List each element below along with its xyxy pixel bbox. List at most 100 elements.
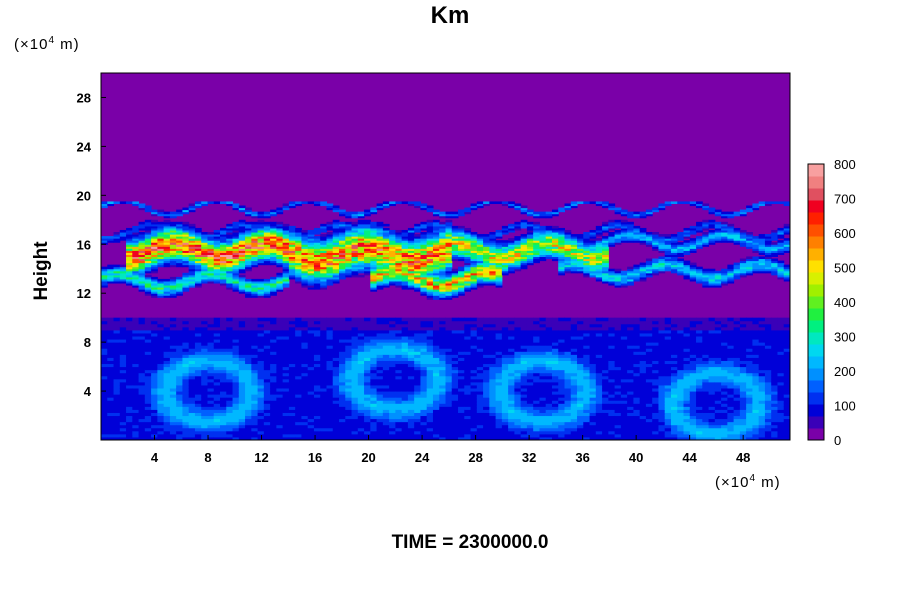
heatmap-cell <box>138 397 146 401</box>
heatmap-cell <box>144 223 152 227</box>
heatmap-cell <box>276 320 284 325</box>
heatmap-cell <box>733 406 741 410</box>
heatmap-cell <box>401 433 409 438</box>
heatmap-cell <box>201 375 208 380</box>
heatmap-cell <box>357 436 365 441</box>
heatmap-cell <box>107 415 115 420</box>
heatmap-cell <box>426 412 434 417</box>
heatmap-cell <box>370 351 378 355</box>
heatmap-cell <box>714 397 722 401</box>
heatmap-cell <box>169 397 177 401</box>
heatmap-cell <box>664 412 672 417</box>
heatmap-cell <box>464 363 472 368</box>
heatmap-cell <box>257 403 265 407</box>
heatmap-cell <box>301 430 309 435</box>
heatmap-cell <box>520 415 528 420</box>
heatmap-cell <box>595 418 603 423</box>
heatmap-cell <box>520 418 528 423</box>
heatmap-cell <box>551 381 559 386</box>
heatmap-cell <box>351 424 359 429</box>
heatmap-cell <box>464 375 472 380</box>
heatmap-cell <box>445 323 453 328</box>
heatmap-cell <box>458 406 465 410</box>
heatmap-cell <box>107 329 115 334</box>
heatmap-cell <box>426 391 434 395</box>
heatmap-cell <box>226 372 234 377</box>
heatmap-cell <box>188 369 196 374</box>
heatmap-cell <box>138 232 146 235</box>
heatmap-cell <box>201 256 208 260</box>
heatmap-cell <box>545 320 553 325</box>
heatmap-cell <box>495 406 503 410</box>
heatmap-cell <box>144 242 152 245</box>
heatmap-cell <box>470 403 478 407</box>
heatmap-cell <box>138 280 146 284</box>
heatmap-cell <box>445 369 453 374</box>
heatmap-cell <box>483 351 490 355</box>
heatmap-cell <box>470 388 478 392</box>
heatmap-cell <box>320 418 327 423</box>
heatmap-cell <box>508 369 515 374</box>
heatmap-cell <box>677 418 685 423</box>
heatmap-cell <box>276 418 284 423</box>
heatmap-cell <box>357 369 365 374</box>
heatmap-cell <box>752 320 760 325</box>
heatmap-cell <box>144 238 152 241</box>
heatmap-cell <box>207 332 215 337</box>
heatmap-cell <box>689 375 697 380</box>
heatmap-cell <box>169 384 177 389</box>
heatmap-cell <box>163 339 171 343</box>
heatmap-cell <box>514 421 522 426</box>
heatmap-cell <box>301 348 309 352</box>
heatmap-cell <box>583 351 591 355</box>
heatmap-cell <box>696 375 703 380</box>
heatmap-cell <box>332 391 340 395</box>
heatmap-cell <box>645 403 653 407</box>
heatmap-cell <box>721 323 728 328</box>
heatmap-cell <box>639 354 647 358</box>
heatmap-cell <box>746 357 753 361</box>
heatmap-cell <box>188 360 196 365</box>
heatmap-cell <box>501 391 509 395</box>
heatmap-cell <box>677 406 685 410</box>
heatmap-cell <box>326 336 334 340</box>
heatmap-cell <box>439 418 446 423</box>
heatmap-cell <box>270 369 277 374</box>
heatmap-cell <box>470 409 478 413</box>
heatmap-cell <box>119 369 127 374</box>
heatmap-cell <box>414 351 421 355</box>
heatmap-cell <box>570 421 578 426</box>
heatmap-cell <box>163 291 171 294</box>
heatmap-cell <box>194 375 202 380</box>
heatmap-cell <box>101 326 108 331</box>
heatmap-cell <box>721 342 728 346</box>
heatmap-cell <box>151 252 158 255</box>
heatmap-cell <box>307 336 315 340</box>
heatmap-cell <box>583 345 591 349</box>
heatmap-cell <box>332 421 340 426</box>
heatmap-cell <box>764 418 772 423</box>
heatmap-cell <box>169 289 177 292</box>
heatmap-cell <box>163 332 171 337</box>
heatmap-cell <box>670 381 678 386</box>
heatmap-cell <box>126 244 133 247</box>
heatmap-cell <box>301 397 309 401</box>
heatmap-cell <box>508 354 515 358</box>
heatmap-cell <box>157 339 165 343</box>
heatmap-cell <box>783 345 791 349</box>
heatmap-cell <box>213 433 221 438</box>
heatmap-cell <box>483 415 490 420</box>
heatmap-cell <box>194 282 202 286</box>
heatmap-cell <box>508 388 515 392</box>
heatmap-cell <box>313 421 321 426</box>
heatmap-cell <box>764 323 772 328</box>
heatmap-cell <box>708 339 716 343</box>
heatmap-cell <box>627 381 634 386</box>
heatmap-cell <box>201 260 208 264</box>
heatmap-cell <box>714 320 722 325</box>
heatmap-cell <box>702 357 710 361</box>
heatmap-cell <box>113 360 121 365</box>
heatmap-cell <box>664 366 672 371</box>
heatmap-cell <box>702 354 710 358</box>
heatmap-cell <box>376 320 384 325</box>
